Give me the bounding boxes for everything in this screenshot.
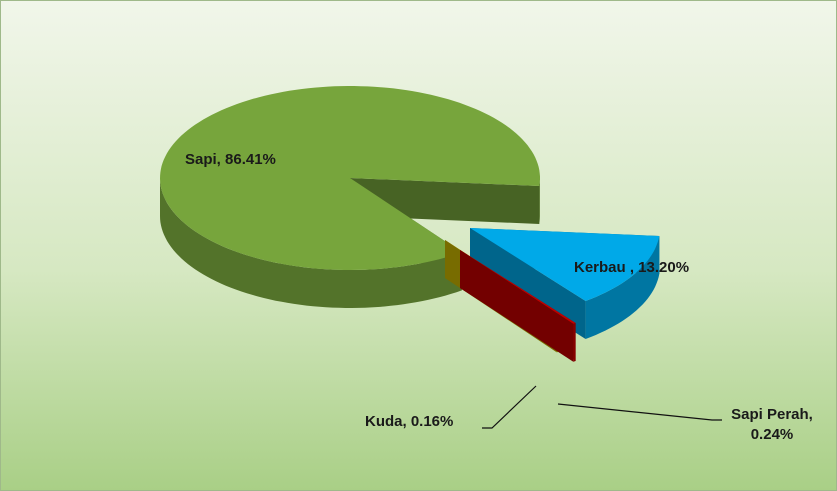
leader-line <box>482 385 537 429</box>
slice-cut-face <box>460 250 574 362</box>
slice-side <box>539 178 540 224</box>
slice-side <box>585 236 660 339</box>
leader-line <box>557 403 722 421</box>
data-label-box: Sapi Perah, 0.24% <box>731 406 813 443</box>
pie-slice <box>160 86 540 308</box>
slice-side <box>160 178 462 308</box>
pie-slice <box>460 250 576 362</box>
data-label: Kerbau , 13.20% <box>574 259 689 276</box>
data-label: Kuda, 0.16% <box>365 413 453 430</box>
slice-top <box>160 86 540 270</box>
slice-top <box>460 250 576 324</box>
slice-side <box>573 323 576 362</box>
data-label: Sapi, 86.41% <box>185 151 276 168</box>
slice-top <box>470 228 660 301</box>
data-label: Sapi Perah, 0.24% <box>731 406 813 443</box>
